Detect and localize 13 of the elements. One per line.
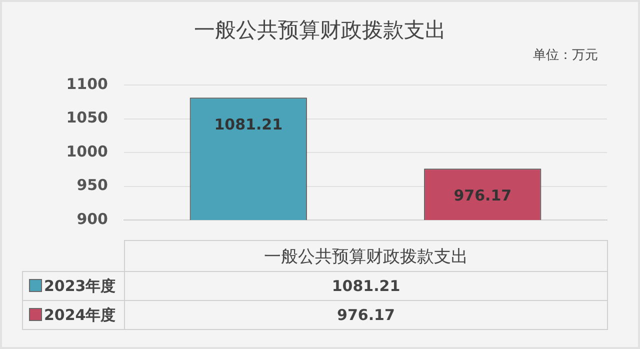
legend-label: 2024年度 bbox=[22, 300, 124, 330]
y-tick-label: 900 bbox=[76, 210, 108, 228]
chart-title: 一般公共预算财政拨款支出 bbox=[193, 17, 447, 44]
y-tick-label: 1050 bbox=[66, 108, 108, 127]
data-label: 1081.21 bbox=[214, 116, 283, 134]
y-tick-label: 1000 bbox=[66, 142, 108, 160]
legend-label: 2023年度 bbox=[22, 272, 124, 300]
text: 976.17 bbox=[124, 300, 608, 330]
text: 单位：万元 bbox=[533, 47, 598, 64]
y-tick-label: 1100 bbox=[66, 74, 108, 93]
data-label: 976.17 bbox=[454, 186, 512, 204]
text: 1081.21 bbox=[124, 272, 608, 300]
y-tick-label: 950 bbox=[76, 176, 108, 194]
